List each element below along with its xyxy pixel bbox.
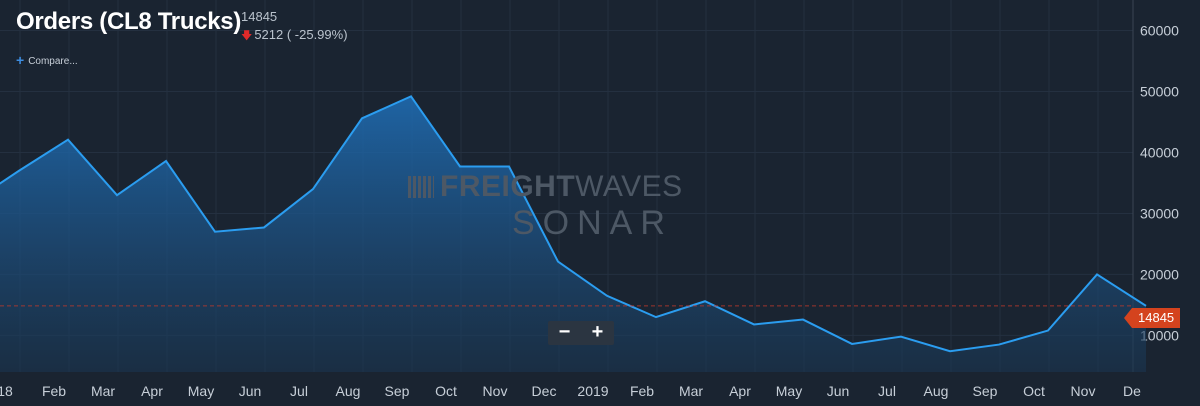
compare-label: Compare... xyxy=(28,56,78,67)
x-tick-label: Aug xyxy=(924,383,949,399)
x-tick-label: Mar xyxy=(91,383,115,399)
series-area xyxy=(0,96,1146,372)
x-tick-label: Nov xyxy=(483,383,508,399)
chart-title: Orders (CL8 Trucks) xyxy=(16,8,242,35)
x-tick-label: May xyxy=(188,383,214,399)
change-indicator: 🡇 5212 ( -25.99%) xyxy=(241,27,348,46)
y-tick-label: 30000 xyxy=(1140,205,1179,221)
zoom-controls: − + xyxy=(548,321,614,345)
zoom-in-button[interactable]: + xyxy=(591,321,604,343)
watermark-brand-bold: FREIGHT xyxy=(440,170,576,203)
x-tick-label: Oct xyxy=(1023,383,1045,399)
x-tick-label: Jun xyxy=(827,383,850,399)
x-tick-label: De xyxy=(1123,383,1141,399)
x-tick-label: Feb xyxy=(42,383,66,399)
current-value-badge: 14845 xyxy=(1124,308,1181,328)
watermark-sub: SONAR xyxy=(512,204,673,242)
x-tick-label: Jul xyxy=(290,383,308,399)
y-tick-label: 40000 xyxy=(1140,144,1179,160)
x-tick-label: 18 xyxy=(0,383,13,399)
change-value: 5212 ( -25.99%) xyxy=(254,27,348,42)
plus-icon: + xyxy=(16,52,25,68)
x-tick-label: Dec xyxy=(532,383,557,399)
y-tick-label: 20000 xyxy=(1140,266,1179,282)
x-tick-label: Feb xyxy=(630,383,654,399)
x-tick-label: Oct xyxy=(435,383,457,399)
x-tick-label: Sep xyxy=(385,383,410,399)
x-tick-label: Aug xyxy=(336,383,361,399)
current-value: 14845 xyxy=(241,9,278,24)
compare-button[interactable]: + Compare... xyxy=(16,52,78,68)
y-tick-label: 60000 xyxy=(1140,22,1179,38)
x-axis-strip xyxy=(0,372,1200,406)
x-tick-label: Mar xyxy=(679,383,703,399)
x-tick-label: Nov xyxy=(1071,383,1096,399)
down-arrow-icon: 🡇 xyxy=(241,30,253,42)
x-tick-label: May xyxy=(776,383,802,399)
x-tick-label: Jul xyxy=(878,383,896,399)
freightwaves-logo-icon xyxy=(408,176,434,198)
watermark-brand-light: WAVES xyxy=(575,170,683,203)
watermark-logo: FREIGHTWAVES xyxy=(408,170,683,204)
y-tick-label: 10000 xyxy=(1140,327,1179,343)
x-tick-label: Apr xyxy=(141,383,163,399)
zoom-out-button[interactable]: − xyxy=(558,321,571,343)
x-tick-label: Apr xyxy=(729,383,751,399)
x-tick-label: Sep xyxy=(973,383,998,399)
x-tick-label: 2019 xyxy=(577,383,608,399)
x-tick-label: Jun xyxy=(239,383,262,399)
y-tick-label: 50000 xyxy=(1140,83,1179,99)
